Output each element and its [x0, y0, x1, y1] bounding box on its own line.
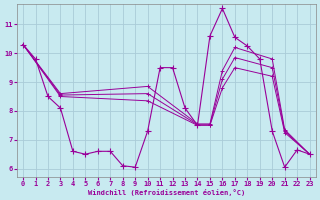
X-axis label: Windchill (Refroidissement éolien,°C): Windchill (Refroidissement éolien,°C): [88, 189, 245, 196]
